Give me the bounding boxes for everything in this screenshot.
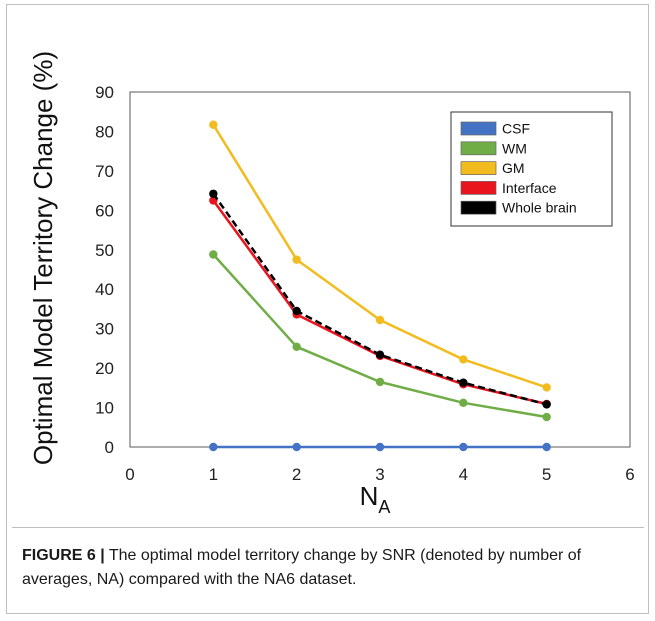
x-tick-label: 1: [209, 465, 218, 484]
legend-label: WM: [502, 140, 527, 156]
x-tick-label: 3: [375, 465, 384, 484]
x-tick-label: 4: [459, 465, 468, 484]
data-point: [459, 442, 468, 452]
data-point: [375, 377, 385, 387]
y-axis-title: Optimal Model Territory Change (%): [28, 51, 58, 465]
data-point: [292, 442, 301, 452]
series-gm: [209, 120, 551, 392]
data-point: [292, 342, 301, 352]
series-csf: [209, 442, 551, 452]
y-tick-label: 40: [95, 280, 114, 299]
figure-caption: FIGURE 6 | The optimal model territory c…: [22, 544, 637, 592]
caption-text: The optimal model territory change by SN…: [22, 547, 582, 588]
legend-swatch: [460, 121, 497, 136]
data-point: [375, 442, 385, 452]
figure-frame: [6, 4, 649, 614]
series-line: [212, 199, 547, 406]
legend-swatch: [460, 200, 497, 215]
x-tick-label: 0: [125, 465, 134, 484]
data-point: [459, 355, 468, 364]
series-whole-brain: [209, 189, 551, 409]
data-point: [542, 442, 551, 452]
y-tick-label: 50: [95, 241, 114, 260]
y-tick-label: 10: [95, 399, 114, 418]
x-axis-title-main: N: [360, 481, 379, 511]
y-tick-label: 80: [95, 122, 114, 141]
x-tick-label: 2: [292, 465, 301, 484]
data-point: [459, 398, 468, 408]
caption-label: FIGURE 6 |: [22, 547, 105, 564]
data-point: [209, 120, 218, 129]
legend-swatch: [460, 161, 497, 175]
axes: 0 10 20 30 40 50 60 70 80 90 0 1 2 3 4 5 6: [95, 83, 635, 484]
caption-divider: [12, 527, 644, 528]
y-tick-label: 70: [95, 162, 114, 181]
legend-label: GM: [502, 160, 525, 176]
data-point: [542, 400, 551, 409]
data-point: [459, 378, 468, 387]
y-tick-label: 90: [95, 83, 114, 102]
series-interface: [209, 196, 551, 409]
x-axis-title-subscript: A: [378, 497, 390, 517]
data-point: [375, 350, 385, 359]
data-point: [209, 250, 218, 259]
x-tick-label: 5: [542, 465, 551, 484]
data-point: [209, 189, 218, 198]
data-point: [292, 255, 301, 264]
data-point: [542, 383, 551, 392]
legend-swatch: [460, 181, 497, 195]
y-tick-label: 30: [95, 320, 114, 339]
series-layer: [209, 120, 551, 452]
legend-label: Whole brain: [502, 200, 577, 216]
line-chart: 0 10 20 30 40 50 60 70 80 90 0 1 2 3 4 5 6 CSF WM GM Interf…: [28, 51, 635, 517]
data-point: [542, 412, 551, 422]
legend: CSF WM GM Interface Whole brain: [450, 111, 613, 227]
series-wm: [209, 250, 551, 422]
legend-swatch: [460, 141, 497, 156]
y-tick-label: 0: [105, 438, 114, 457]
data-point: [209, 442, 218, 452]
data-point: [292, 306, 301, 316]
legend-label: Interface: [502, 180, 557, 196]
x-tick-label: 6: [625, 465, 634, 484]
legend-label: CSF: [502, 121, 530, 137]
y-tick-label: 20: [95, 359, 114, 378]
data-point: [375, 315, 385, 325]
y-tick-label: 60: [95, 201, 114, 220]
x-axis-title: NA: [360, 481, 391, 517]
